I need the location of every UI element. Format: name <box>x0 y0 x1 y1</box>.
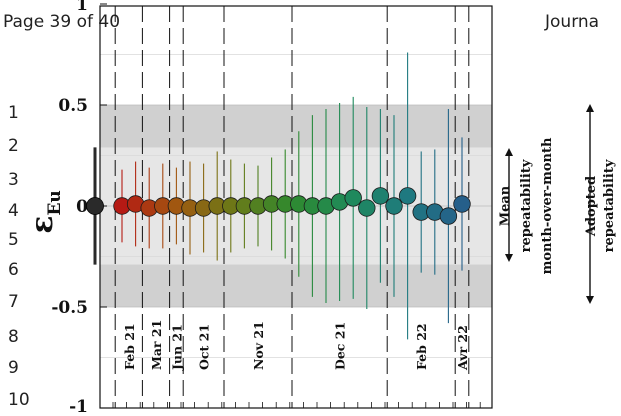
data-point <box>439 207 458 225</box>
month-label: Jun 21 <box>169 324 184 371</box>
month-label: Nov 21 <box>251 321 266 370</box>
y-tick-label: 1 <box>76 0 88 15</box>
month-label: Oct 21 <box>197 324 212 370</box>
y-tick-label: -1 <box>69 397 88 416</box>
line-number: 2 <box>8 136 19 156</box>
outer-repeatability-arrow <box>586 104 594 304</box>
month-label: Feb 22 <box>414 323 429 370</box>
line-number: 10 <box>8 390 30 410</box>
month-label: Feb 21 <box>122 323 137 370</box>
line-number: 9 <box>8 358 19 378</box>
adopted-label: Adopted <box>584 176 599 237</box>
y-tick-label: 0.5 <box>58 96 88 116</box>
data-point <box>385 197 403 215</box>
repeatability-label: repeatability <box>519 159 534 252</box>
line-number: 3 <box>8 170 19 190</box>
data-point <box>371 187 390 205</box>
inner-repeatability-arrow <box>505 148 513 262</box>
y-tick-label: 0 <box>76 197 88 217</box>
y-axis-title: εEu <box>25 190 65 234</box>
month-over-month-label: month-over-month <box>540 137 555 274</box>
line-number: 4 <box>8 201 19 221</box>
journal-name: Journa <box>545 12 600 32</box>
y-tick-label: -0.5 <box>51 298 88 318</box>
reference-point <box>86 197 104 215</box>
line-number: 5 <box>8 230 19 250</box>
month-label: Dec 21 <box>333 322 348 370</box>
line-number: 8 <box>8 327 19 347</box>
mean-label: Mean <box>498 185 513 226</box>
month-label: Mar 21 <box>149 320 164 370</box>
month-label: Avr 22 <box>455 325 470 371</box>
data-point <box>358 199 376 217</box>
data-point <box>344 189 362 207</box>
data-point <box>453 195 471 213</box>
adopted-repeatability-label: repeatability <box>602 159 617 252</box>
line-number: 7 <box>8 292 19 312</box>
line-number: 1 <box>8 103 19 123</box>
data-point <box>398 187 417 205</box>
page-number: Page 39 of 40 <box>3 12 121 32</box>
line-number: 6 <box>8 260 19 280</box>
